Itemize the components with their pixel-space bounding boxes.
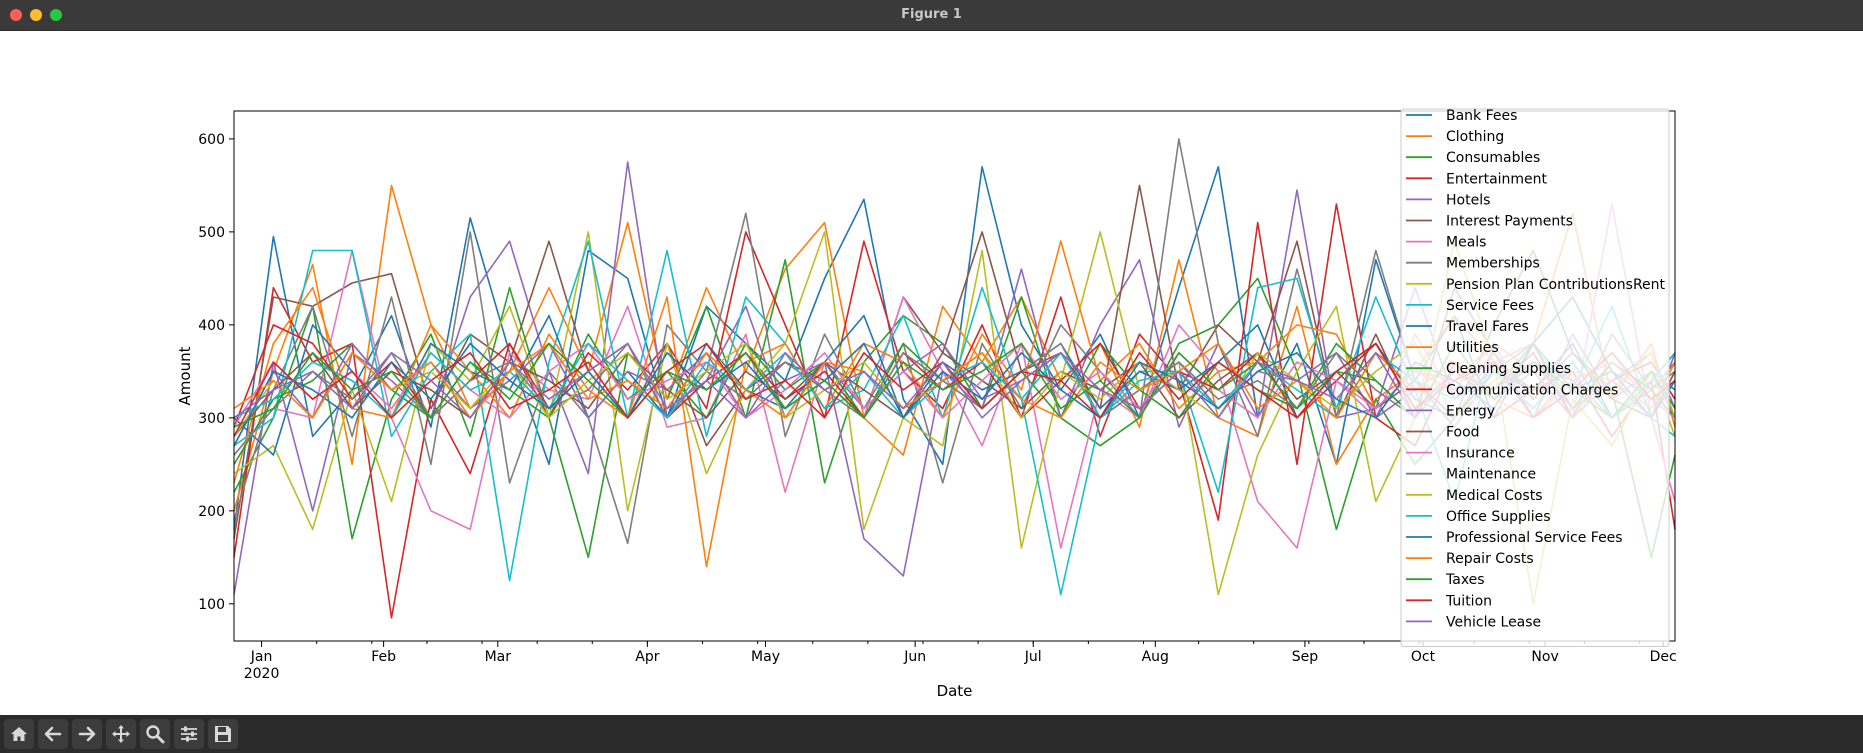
legend-label: Interest Payments xyxy=(1446,214,1573,230)
y-tick-label: 600 xyxy=(198,132,225,148)
x-tick-label: Mar xyxy=(485,649,512,665)
legend-label: Pension Plan ContributionsRent xyxy=(1446,277,1666,293)
axes-frame xyxy=(233,110,1676,642)
legend-label: Tuition xyxy=(1445,593,1492,609)
back-button[interactable] xyxy=(38,719,68,749)
figure-canvas[interactable]: 100 200 300 400 500 600 Jan 2020 Feb Mar Apr May Ju… xyxy=(0,31,1863,715)
arrow-right-icon xyxy=(78,726,96,742)
legend-label: Travel Fares xyxy=(1445,319,1529,335)
home-button[interactable] xyxy=(4,719,34,749)
x-tick-sublabel: 2020 xyxy=(244,666,280,682)
legend-label: Food xyxy=(1446,425,1480,441)
legend-label: Vehicle Lease xyxy=(1446,614,1541,630)
legend-label: Utilities xyxy=(1446,340,1499,356)
x-tick-label: Apr xyxy=(635,649,659,665)
x-tick-label: Aug xyxy=(1142,649,1169,665)
legend-label: Professional Service Fees xyxy=(1446,530,1623,546)
legend-label: Consumables xyxy=(1446,150,1540,166)
y-axis-label: Amount xyxy=(176,346,194,405)
pan-button[interactable] xyxy=(106,719,136,749)
legend-frame xyxy=(1400,108,1670,647)
legend-label: Repair Costs xyxy=(1446,551,1534,567)
x-tick-label: Nov xyxy=(1531,649,1558,665)
x-tick-label: Sep xyxy=(1292,649,1319,665)
magnifier-icon xyxy=(146,725,165,744)
x-tick-label: May xyxy=(751,649,780,665)
legend-label: Hotels xyxy=(1446,192,1490,208)
zoom-button[interactable] xyxy=(140,719,170,749)
configure-subplots-button[interactable] xyxy=(174,719,204,749)
legend-label: Clothing xyxy=(1446,129,1504,145)
y-axis: 100 200 300 400 500 600 xyxy=(198,132,234,613)
y-tick-label: 500 xyxy=(198,225,225,241)
x-tick-label: Jun xyxy=(903,649,926,665)
y-tick-label: 100 xyxy=(198,597,225,613)
y-tick-label: 200 xyxy=(198,504,225,520)
legend-label: Medical Costs xyxy=(1446,488,1543,504)
sliders-icon xyxy=(181,726,197,742)
legend-label: Insurance xyxy=(1446,446,1515,462)
x-tick-label: Oct xyxy=(1411,649,1436,665)
legend-label: Entertainment xyxy=(1446,171,1548,187)
x-tick-label: Feb xyxy=(371,649,396,665)
legend-label: Bank Fees xyxy=(1446,108,1517,124)
legend: Bank Fees Clothing Consumables Entertainmen… xyxy=(1400,108,1670,647)
legend-label: Cleaning Supplies xyxy=(1446,361,1571,377)
arrow-left-icon xyxy=(44,726,62,742)
maximize-window-button[interactable] xyxy=(50,9,62,21)
x-tick-label: Dec xyxy=(1650,649,1677,665)
x-tick-label: Jan xyxy=(250,649,273,665)
move-icon xyxy=(112,725,130,743)
toolbar xyxy=(0,715,1863,753)
forward-button[interactable] xyxy=(72,719,102,749)
close-window-button[interactable] xyxy=(10,9,22,21)
legend-label: Communication Charges xyxy=(1446,382,1618,398)
minimize-window-button[interactable] xyxy=(30,9,42,21)
home-icon xyxy=(11,727,27,741)
legend-label: Energy xyxy=(1446,403,1495,419)
y-tick-label: 400 xyxy=(198,318,225,334)
legend-label: Maintenance xyxy=(1446,467,1536,483)
legend-label: Service Fees xyxy=(1446,298,1534,314)
save-button[interactable] xyxy=(208,719,238,749)
legend-label: Taxes xyxy=(1445,572,1485,588)
legend-label: Office Supplies xyxy=(1446,509,1551,525)
y-tick-label: 300 xyxy=(198,411,225,427)
window-title: Figure 1 xyxy=(901,7,962,22)
x-axis-label: Date xyxy=(937,682,973,700)
legend-label: Meals xyxy=(1446,235,1486,251)
title-bar: Figure 1 xyxy=(0,0,1863,31)
legend-label: Memberships xyxy=(1446,256,1540,272)
floppy-icon xyxy=(215,726,231,742)
x-tick-label: Jul xyxy=(1024,649,1042,665)
